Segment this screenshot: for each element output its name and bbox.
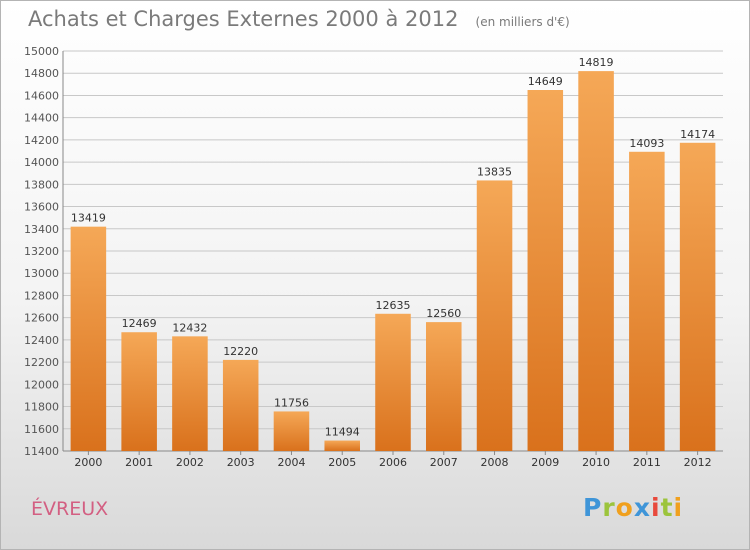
y-tick-label: 13400 [24,223,59,236]
y-tick-label: 14600 [24,89,59,102]
city-label: ÉVREUX [31,498,109,520]
title-row: Achats et Charges Externes 2000 à 2012 (… [28,7,570,31]
bar [527,90,564,451]
bar [324,440,360,451]
logo-letter: i [651,493,661,522]
logo-letter: x [633,493,651,522]
data-label: 11494 [325,426,360,439]
bar [121,332,157,451]
bar [629,151,665,451]
y-tick-label: 15000 [24,45,59,58]
data-label: 12432 [172,321,207,334]
x-tick-label: 2011 [633,456,661,469]
y-tick-label: 13000 [24,267,59,280]
logo-letter: o [615,493,634,522]
x-tick-label: 2007 [430,456,458,469]
x-tick-label: 2010 [582,456,610,469]
chart-title: Achats et Charges Externes 2000 à 2012 [28,7,459,31]
x-tick-label: 2001 [125,456,153,469]
data-label: 14819 [579,56,614,69]
unit-label: (en milliers d'€) [475,15,570,29]
y-tick-label: 12800 [24,289,59,302]
y-tick-label: 11800 [24,401,59,414]
x-tick-label: 2004 [277,456,305,469]
proxiti-logo[interactable]: Proxiti [583,493,683,522]
data-label: 12635 [376,299,411,312]
x-tick-label: 2003 [227,456,255,469]
x-tick-label: 2002 [176,456,204,469]
x-tick-label: 2008 [481,456,509,469]
data-label: 12220 [223,345,258,358]
data-label: 13835 [477,165,512,178]
bar [426,322,462,451]
bar [222,359,259,451]
data-label: 12560 [426,307,461,320]
data-label: 13419 [71,212,106,225]
y-tick-label: 12600 [24,312,59,325]
logo-letter: P [583,493,603,522]
bar [476,180,513,451]
y-tick-label: 13800 [24,178,59,191]
bar [172,336,208,451]
data-label: 14093 [629,137,664,150]
x-tick-label: 2006 [379,456,407,469]
y-tick-label: 14400 [24,112,59,125]
y-tick-label: 14200 [24,134,59,147]
y-tick-label: 11400 [24,445,59,458]
bar [679,142,716,451]
x-tick-label: 2000 [74,456,102,469]
bar [273,411,310,451]
y-tick-label: 14000 [24,156,59,169]
x-tick-label: 2009 [531,456,559,469]
bar [70,226,107,451]
data-label: 14649 [528,75,563,88]
y-tick-label: 14800 [24,67,59,80]
data-label: 12469 [122,317,157,330]
y-tick-label: 13600 [24,201,59,214]
data-label: 14174 [680,128,715,141]
y-tick-label: 12000 [24,378,59,391]
y-tick-label: 13200 [24,245,59,258]
logo-letter: r [602,493,616,522]
bar [375,313,411,451]
y-tick-label: 12400 [24,334,59,347]
logo-letter: i [673,493,684,522]
data-label: 11756 [274,396,309,409]
x-tick-label: 2005 [328,456,356,469]
y-tick-label: 11600 [24,423,59,436]
x-tick-label: 2012 [684,456,712,469]
bar [578,71,614,451]
y-tick-label: 12200 [24,356,59,369]
logo-letter: t [660,493,674,522]
